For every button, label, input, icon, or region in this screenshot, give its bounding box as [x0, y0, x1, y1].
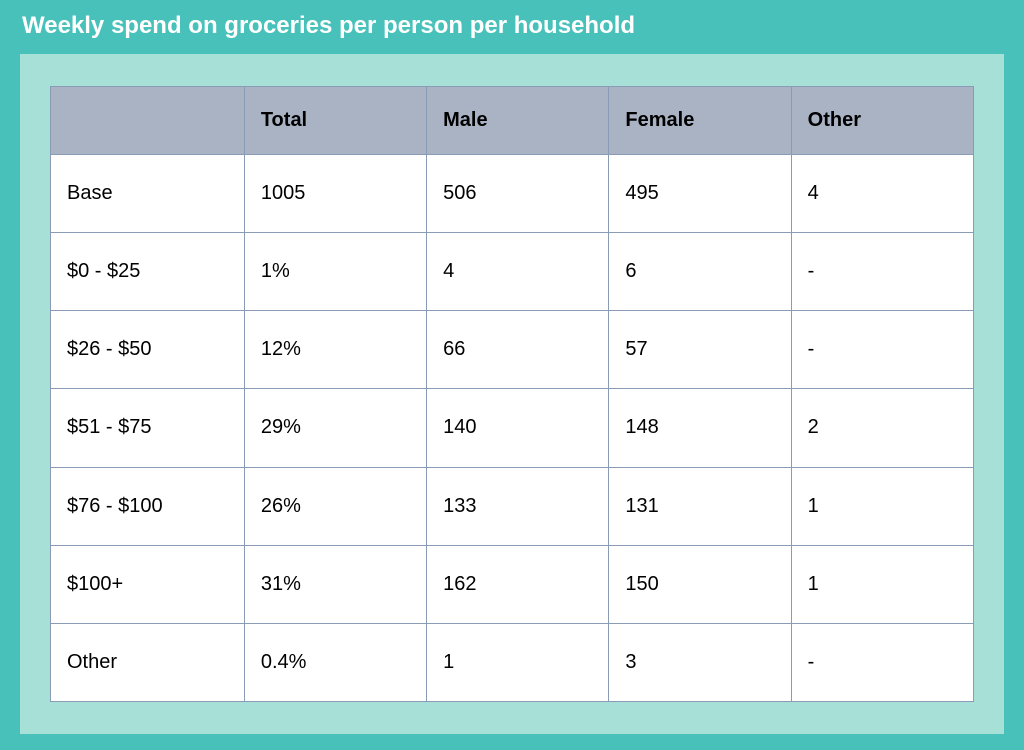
table-header-row: Total Male Female Other: [51, 87, 974, 155]
header-cell-male: Male: [427, 87, 609, 155]
outer-container: Weekly spend on groceries per person per…: [0, 0, 1024, 750]
table-row: $51 - $75 29% 140 148 2: [51, 389, 974, 467]
cell-male: 1: [427, 623, 609, 701]
cell-other: 4: [791, 155, 973, 233]
row-label: Base: [51, 155, 245, 233]
table-row: $0 - $25 1% 4 6 -: [51, 233, 974, 311]
header-cell-total: Total: [244, 87, 426, 155]
cell-total: 26%: [244, 467, 426, 545]
inner-frame: Total Male Female Other Base 1005 506 49…: [20, 54, 1004, 734]
table-row: $76 - $100 26% 133 131 1: [51, 467, 974, 545]
page-title: Weekly spend on groceries per person per…: [0, 0, 1024, 54]
row-label: $0 - $25: [51, 233, 245, 311]
row-label: $51 - $75: [51, 389, 245, 467]
cell-female: 495: [609, 155, 791, 233]
table-row: $100+ 31% 162 150 1: [51, 545, 974, 623]
cell-other: -: [791, 623, 973, 701]
cell-male: 162: [427, 545, 609, 623]
header-cell-blank: [51, 87, 245, 155]
cell-total: 12%: [244, 311, 426, 389]
cell-other: -: [791, 233, 973, 311]
cell-male: 4: [427, 233, 609, 311]
table-row: Base 1005 506 495 4: [51, 155, 974, 233]
cell-female: 150: [609, 545, 791, 623]
grocery-spend-table: Total Male Female Other Base 1005 506 49…: [50, 86, 974, 702]
cell-male: 506: [427, 155, 609, 233]
cell-male: 140: [427, 389, 609, 467]
cell-female: 6: [609, 233, 791, 311]
cell-total: 1%: [244, 233, 426, 311]
row-label: $76 - $100: [51, 467, 245, 545]
row-label: $26 - $50: [51, 311, 245, 389]
row-label: Other: [51, 623, 245, 701]
cell-other: -: [791, 311, 973, 389]
row-label: $100+: [51, 545, 245, 623]
cell-female: 3: [609, 623, 791, 701]
cell-male: 66: [427, 311, 609, 389]
cell-female: 131: [609, 467, 791, 545]
cell-total: 29%: [244, 389, 426, 467]
table-row: Other 0.4% 1 3 -: [51, 623, 974, 701]
header-cell-other: Other: [791, 87, 973, 155]
cell-total: 31%: [244, 545, 426, 623]
cell-other: 1: [791, 545, 973, 623]
cell-male: 133: [427, 467, 609, 545]
table-row: $26 - $50 12% 66 57 -: [51, 311, 974, 389]
cell-female: 57: [609, 311, 791, 389]
cell-total: 1005: [244, 155, 426, 233]
cell-other: 1: [791, 467, 973, 545]
cell-female: 148: [609, 389, 791, 467]
cell-other: 2: [791, 389, 973, 467]
cell-total: 0.4%: [244, 623, 426, 701]
header-cell-female: Female: [609, 87, 791, 155]
